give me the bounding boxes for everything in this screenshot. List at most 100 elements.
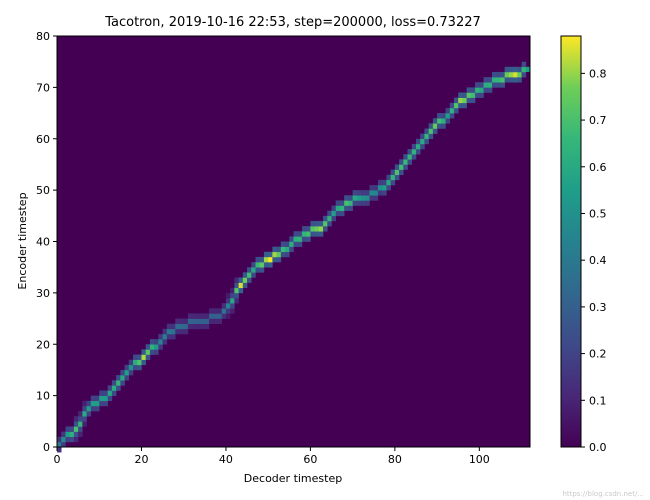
y-tick-label: 20 (36, 338, 50, 351)
heatmap-cell (145, 354, 151, 360)
colorbar-tick-label: 0.5 (589, 207, 607, 220)
heatmap-cell (344, 200, 349, 206)
heatmap-cell (171, 328, 176, 335)
heatmap-cell (263, 256, 269, 263)
heatmap-cell (128, 359, 134, 366)
heatmap-cell (318, 226, 324, 232)
heatmap-cell (445, 118, 451, 124)
heatmap-cell (458, 92, 463, 98)
heatmap-cell (221, 313, 227, 319)
heatmap-cell (437, 118, 442, 124)
heatmap-cell (90, 400, 96, 407)
colorbar-tick-label: 0.0 (589, 441, 607, 454)
heatmap-cell (297, 231, 303, 237)
heatmap-cell (259, 256, 265, 263)
heatmap-cell (390, 179, 396, 186)
heatmap-cell (377, 184, 383, 191)
heatmap-cell (289, 246, 294, 253)
heatmap-cell (323, 220, 328, 227)
heatmap-cell (209, 318, 214, 324)
heatmap-cell (149, 349, 155, 355)
heatmap-cell (487, 82, 493, 88)
heatmap-cell (432, 123, 438, 129)
heatmap-cell (428, 128, 434, 134)
y-axis: 0 10 20 30 40 50 60 70 80 (36, 30, 57, 454)
y-tick-label: 30 (36, 287, 50, 300)
heatmap-cell (373, 184, 379, 191)
heatmap-cell (415, 138, 421, 145)
heatmap-cell (124, 369, 130, 376)
heatmap-cell (394, 169, 400, 176)
colorbar-gradient (560, 35, 582, 448)
heatmap-cell (120, 380, 125, 386)
heatmap-cell (339, 200, 345, 206)
heatmap-cell (356, 190, 362, 196)
heatmap-cell (175, 318, 180, 324)
heatmap-cell (487, 87, 493, 93)
heatmap-cell (301, 236, 307, 242)
heatmap-cell (137, 354, 142, 360)
heatmap-cell (432, 128, 438, 134)
heatmap-cell (234, 277, 239, 283)
heatmap-cell (348, 205, 353, 211)
heatmap-cell (179, 318, 184, 324)
heatmap-cell (521, 61, 527, 68)
heatmap-cell (521, 66, 527, 73)
heatmap-cell (504, 66, 510, 73)
heatmap-cell (373, 195, 379, 201)
colorbar-tick-label: 0.4 (589, 254, 607, 267)
heatmap-cell (280, 246, 286, 253)
heatmap-cell (251, 262, 256, 268)
heatmap-cell (116, 385, 121, 391)
heatmap-cell (234, 282, 239, 289)
heatmap-cell (348, 195, 353, 201)
heatmap-cell (327, 210, 332, 217)
heatmap-cell (323, 226, 328, 232)
heatmap-cell (69, 436, 75, 443)
heatmap-cell (491, 82, 497, 88)
heatmap-cell (196, 318, 201, 324)
heatmap-cell (196, 313, 201, 319)
heatmap-cell (259, 262, 265, 268)
heatmap-cell (314, 220, 320, 227)
heatmap-cell (424, 138, 429, 145)
heatmap-cell (306, 226, 311, 232)
heatmap-cell (285, 246, 290, 253)
heatmap-cell (225, 298, 231, 304)
heatmap-cell (230, 292, 235, 299)
heatmap-cell (390, 169, 396, 176)
heatmap-cell (399, 169, 404, 176)
heatmap-cell (141, 359, 146, 366)
heatmap-cell (331, 210, 337, 217)
heatmap-cell (124, 375, 130, 381)
heatmap-cell (61, 431, 66, 438)
heatmap-cell (158, 344, 163, 350)
heatmap-cell (500, 82, 505, 88)
heatmap-cell (483, 77, 489, 83)
heatmap-cell (116, 380, 121, 386)
heatmap-cell (128, 369, 134, 376)
heatmap-cell (289, 241, 294, 247)
heatmap-cell (314, 226, 320, 232)
heatmap-cell (192, 318, 197, 324)
heatmap-cell (466, 87, 472, 93)
heatmap-cell (369, 184, 375, 191)
heatmap-cell (234, 292, 239, 299)
heatmap-cell (361, 190, 366, 196)
heatmap-cell (301, 231, 307, 237)
heatmap-cell (386, 184, 391, 191)
heatmap-cell (78, 431, 83, 438)
x-tick-label: 40 (219, 453, 233, 466)
heatmap-cell (234, 298, 239, 304)
heatmap-cell (69, 431, 75, 438)
heatmap-cell (192, 323, 197, 330)
heatmap-cell (445, 113, 451, 119)
heatmap-cell (403, 154, 408, 160)
heatmap-cell (462, 97, 467, 104)
heatmap-cell (107, 395, 113, 402)
heatmap-cell (470, 92, 476, 98)
heatmap-cell (200, 313, 206, 319)
heatmap-cell (369, 195, 375, 201)
heatmap-cell (352, 190, 358, 196)
heatmap-cell (276, 246, 282, 253)
